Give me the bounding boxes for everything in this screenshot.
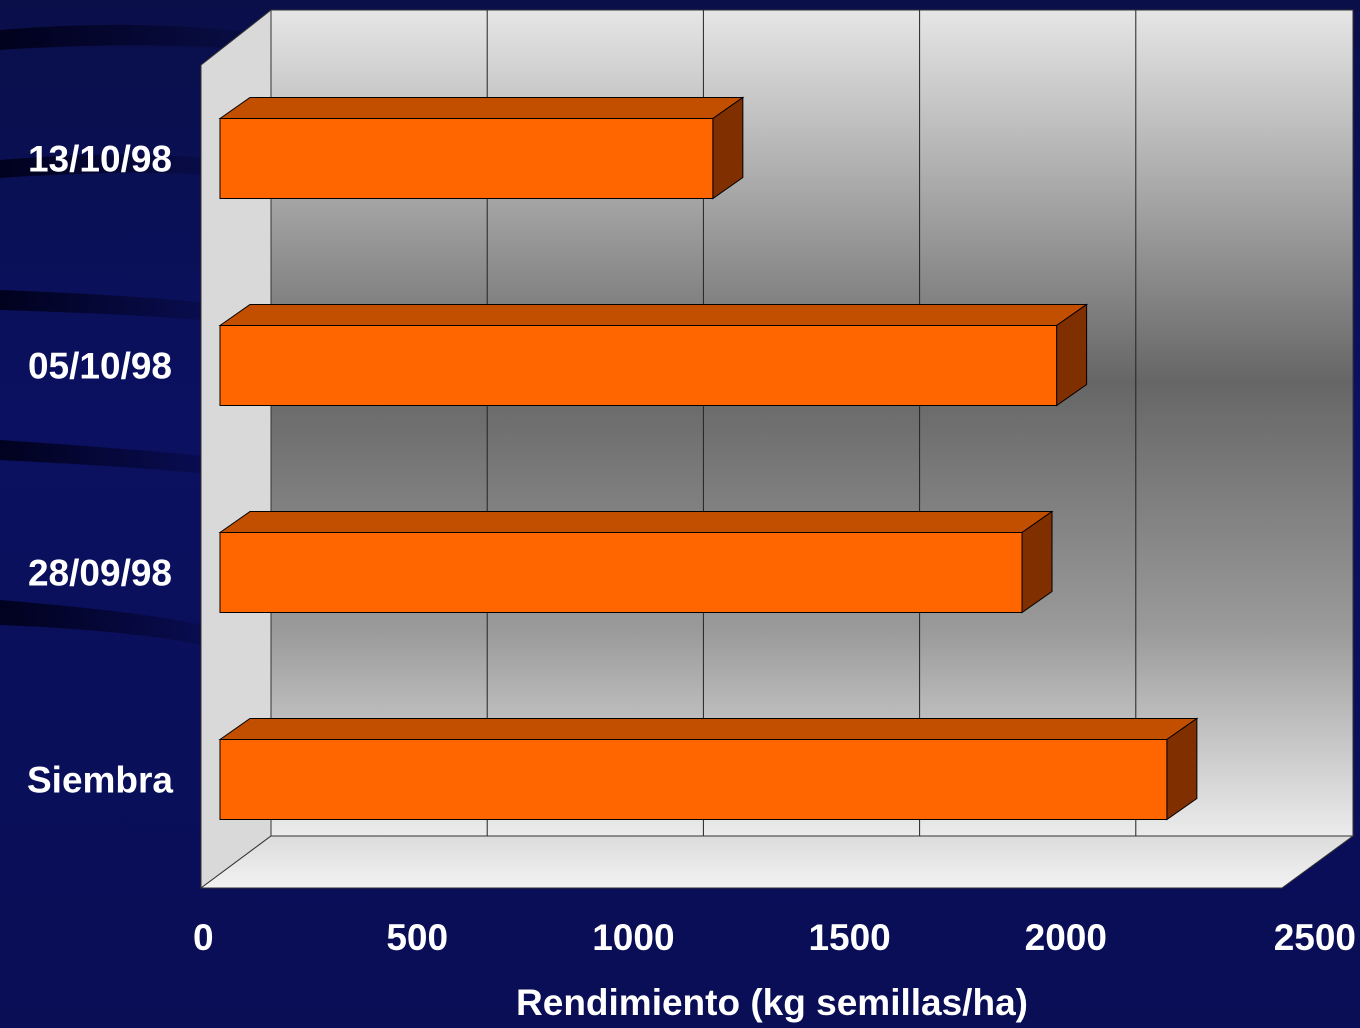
bar	[218, 510, 1054, 614]
category-label: 28/09/98	[28, 553, 172, 594]
bar-front	[219, 532, 1023, 613]
bar-top	[218, 718, 1199, 740]
x-tick-label: 1500	[808, 917, 890, 958]
bar	[218, 303, 1089, 407]
bar-front	[219, 325, 1058, 406]
floor	[199, 835, 1355, 889]
category-label: Siembra	[27, 760, 173, 801]
bar-front	[219, 739, 1168, 820]
x-tick-label: 1000	[592, 917, 674, 958]
x-axis-title: Rendimiento (kg semillas/ha)	[516, 982, 1028, 1023]
x-tick-label: 2000	[1025, 917, 1107, 958]
bar-front	[219, 118, 714, 199]
x-tick-labels: 0 500 1000 1500 2000 2500	[193, 917, 1356, 958]
bars	[218, 96, 1199, 821]
x-tick-label: 0	[193, 917, 214, 958]
category-label: 05/10/98	[28, 346, 172, 387]
bar-top	[218, 511, 1054, 533]
category-label: 13/10/98	[28, 139, 172, 180]
x-tick-label: 500	[386, 917, 448, 958]
bar-top	[218, 304, 1089, 326]
category-labels: Siembra 28/09/98 05/10/98 13/10/98	[27, 139, 173, 801]
bar	[218, 717, 1199, 821]
x-tick-label: 2500	[1274, 917, 1356, 958]
bar-top	[218, 97, 745, 119]
bar	[218, 96, 745, 200]
